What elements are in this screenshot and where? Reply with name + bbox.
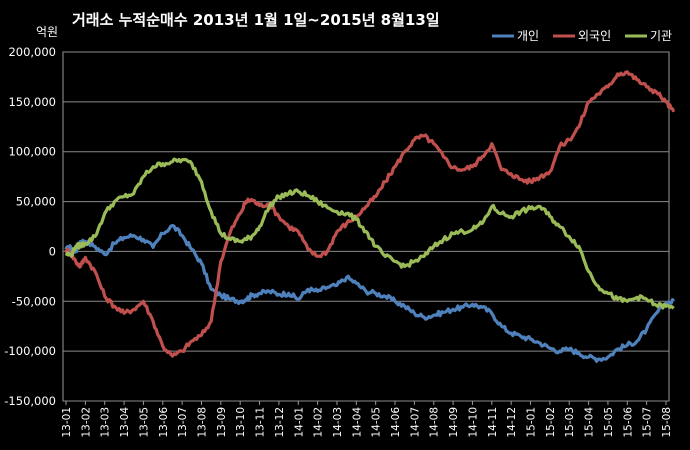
legend-label: 외국인 [578,29,611,43]
legend: 개인 외국인 기관 [492,29,672,43]
series-line-3 [64,157,675,310]
y-tick-label: -100,000 [4,344,56,358]
x-tick-label: 14-10 [467,407,479,438]
x-tick-label: 13-03 [100,407,112,438]
x-tick-label: 13-09 [216,407,228,438]
plot-area [62,51,670,402]
x-tick-label: 14-04 [351,407,363,438]
x-tick-label: 13-11 [255,407,267,438]
x-tick-label: 15-06 [622,407,634,438]
y-tick-label: 200,000 [8,45,56,59]
x-tick-label: 13-05 [138,407,150,438]
x-tick-label: 13-08 [196,407,208,438]
x-tick-label: 14-11 [487,407,499,438]
y-tick-label: 100,000 [8,145,56,159]
legend-label: 기관 [650,29,672,43]
y-tick-label: 0 [49,244,56,258]
series-lines [64,70,676,363]
x-tick-label: 13-04 [119,407,131,438]
x-tick-label: 14-09 [448,407,460,438]
x-tick-label: 14-02 [313,407,325,438]
x-tick-label: 13-06 [158,407,170,438]
x-tick-label: 13-07 [177,407,189,438]
x-tick-label: 15-05 [603,407,615,438]
x-tick-label: 15-02 [545,407,557,438]
grid-lines [63,51,669,402]
x-tick-label: 14-12 [506,407,518,438]
unit-label: 억원 [36,25,58,39]
x-tick-label: 14-05 [371,407,383,438]
x-tick-label: 14-03 [332,407,344,438]
x-tick-label: 15-04 [584,407,596,438]
y-tick-label: 150,000 [8,95,56,109]
x-tick-label: 13-02 [80,407,92,438]
y-tick-label: 50,000 [16,195,56,209]
x-tick-label: 14-07 [409,407,421,438]
x-tick-label: 13-01 [61,407,73,438]
series-line-1 [64,223,676,363]
x-tick-label: 14-01 [293,407,305,438]
x-tick-label: 15-01 [526,407,538,438]
y-tick-label: -50,000 [12,294,56,308]
x-axis-ticks: 13-01 13-02 13-03 13-04 13-05 13-06 13-07 13-08… [61,401,673,438]
x-tick-label: 15-03 [564,407,576,438]
legend-label: 개인 [517,29,539,43]
chart-title: 거래소 누적순매수 2013년 1월 1일~2015년 8월13일 [72,11,440,29]
x-tick-label: 13-10 [235,407,247,438]
x-tick-label: 15-07 [642,407,654,438]
x-tick-label: 15-08 [661,407,673,438]
y-tick-label: -150,000 [4,394,56,408]
x-tick-label: 14-06 [390,407,402,438]
x-tick-label: 13-12 [274,407,286,438]
y-axis-ticks: 200,000 150,000 100,000 50,000 0 -50,000 -100,… [4,45,56,408]
x-tick-label: 14-08 [429,407,441,438]
